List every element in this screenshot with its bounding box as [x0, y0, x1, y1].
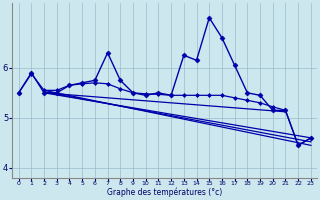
X-axis label: Graphe des températures (°c): Graphe des températures (°c)	[107, 188, 222, 197]
